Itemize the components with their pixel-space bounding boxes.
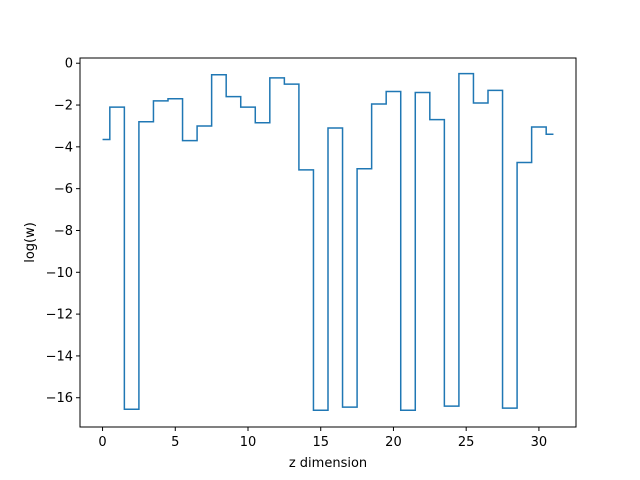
y-axis: 0 −2 −4 −6 −8 −10 −12 −14 −16 (46, 57, 80, 406)
y-tick-label: −2 (54, 99, 73, 114)
y-tick-label: −10 (46, 266, 73, 281)
x-tick-label: 5 (171, 435, 179, 450)
y-tick-label: −6 (54, 182, 73, 197)
x-tick-label: 10 (240, 435, 257, 450)
x-tick-label: 0 (98, 435, 106, 450)
y-tick-label: −16 (46, 391, 73, 406)
plot-area (102, 72, 554, 412)
series-line-0 (102, 72, 554, 412)
x-axis-label: z dimension (289, 456, 367, 471)
x-tick-label: 15 (312, 435, 329, 450)
x-tick-label: 20 (385, 435, 402, 450)
y-tick-label: −12 (46, 308, 73, 323)
axes-frame (79, 57, 577, 428)
y-tick-label: −8 (54, 224, 73, 239)
y-tick-label: −4 (54, 140, 73, 155)
y-tick-label: 0 (65, 57, 73, 72)
x-tick-label: 25 (458, 435, 475, 450)
y-tick-label: −14 (46, 349, 73, 364)
y-axis-label: log(w) (23, 222, 38, 263)
x-axis: 0 5 10 15 20 25 30 (98, 427, 547, 450)
x-tick-label: 30 (531, 435, 548, 450)
